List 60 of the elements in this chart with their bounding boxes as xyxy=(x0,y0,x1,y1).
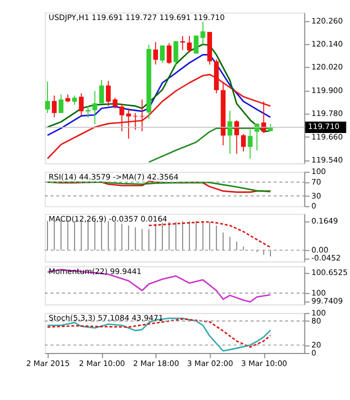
y-tick-label: 119.660 xyxy=(311,132,343,142)
y-tick-label: 120.020 xyxy=(311,62,343,72)
y-tick-label: 30 xyxy=(311,191,322,200)
ref-line-label: 119.710 xyxy=(308,122,340,132)
candlestick xyxy=(112,97,118,109)
candlestick xyxy=(187,36,192,53)
candlestick xyxy=(160,44,165,64)
y-tick-label: 0 xyxy=(311,348,316,358)
y-tick-label: 119.900 xyxy=(311,86,343,95)
candlestick xyxy=(241,134,246,152)
chart-title: RSI(14) 44.3579 ->MA(7) 42.3564 xyxy=(48,172,179,182)
x-tick-label: 2 Mar 18:00 xyxy=(133,358,180,368)
y-tick-label: 0 xyxy=(311,202,316,211)
chart-title: MACD(12,26,9) -0.0357 0.0164 xyxy=(48,214,168,224)
candlestick xyxy=(254,123,260,151)
y-tick-label: 100 xyxy=(311,167,326,176)
x-tick-label: 3 Mar 10:00 xyxy=(241,358,288,368)
y-tick-label: -0.0452 xyxy=(311,254,341,263)
y-tick-label: 80 xyxy=(311,316,322,326)
candlestick xyxy=(52,95,57,118)
candlestick xyxy=(58,94,64,114)
x-tick-label: 2 Mar 2015 xyxy=(26,358,70,368)
chart-title: USDJPY,H1 119.691 119.727 119.691 119.710 xyxy=(48,13,225,22)
candlestick xyxy=(173,40,178,66)
candlestick xyxy=(78,92,84,116)
y-tick-label: 20 xyxy=(311,340,322,350)
y-tick-label: 0.00 xyxy=(311,246,328,255)
candlestick xyxy=(126,108,131,140)
candlestick xyxy=(92,90,98,125)
y-tick-label: 100 xyxy=(311,288,326,298)
candlestick xyxy=(119,103,124,132)
candlestick xyxy=(200,21,206,45)
line-series xyxy=(46,268,272,303)
chart-title: Stoch(5,3,3) 57.1084 43.9471 xyxy=(48,314,164,323)
y-tick-label: 100 xyxy=(311,308,326,318)
y-tick-label: 99.7409 xyxy=(311,296,343,306)
y-tick-label: 100.6525 xyxy=(311,268,348,278)
candlestick xyxy=(153,42,158,65)
line-series xyxy=(46,54,272,136)
candlestick xyxy=(140,98,144,132)
candlestick xyxy=(72,95,77,106)
line-series xyxy=(46,44,272,132)
candlestick xyxy=(194,35,199,54)
y-tick-label: 119.780 xyxy=(311,109,343,118)
x-tick-label: 3 Mar 02:00 xyxy=(187,358,234,368)
y-tick-label: 120.260 xyxy=(311,16,343,26)
candlestick xyxy=(248,128,253,160)
y-tick-label: 70 xyxy=(311,178,322,187)
candlestick xyxy=(228,110,232,154)
line-series xyxy=(148,221,272,248)
y-tick-label: 0.1649 xyxy=(311,216,338,226)
x-tick-label: 2 Mar 10:00 xyxy=(79,358,126,368)
candlestick xyxy=(86,106,90,118)
candlestick xyxy=(99,79,104,104)
y-tick-label: 120.140 xyxy=(311,40,343,49)
candlestick xyxy=(45,81,50,114)
y-tick-label: 119.540 xyxy=(311,156,343,165)
candlestick xyxy=(106,80,111,106)
candlestick xyxy=(180,36,186,51)
candlestick xyxy=(166,42,172,65)
